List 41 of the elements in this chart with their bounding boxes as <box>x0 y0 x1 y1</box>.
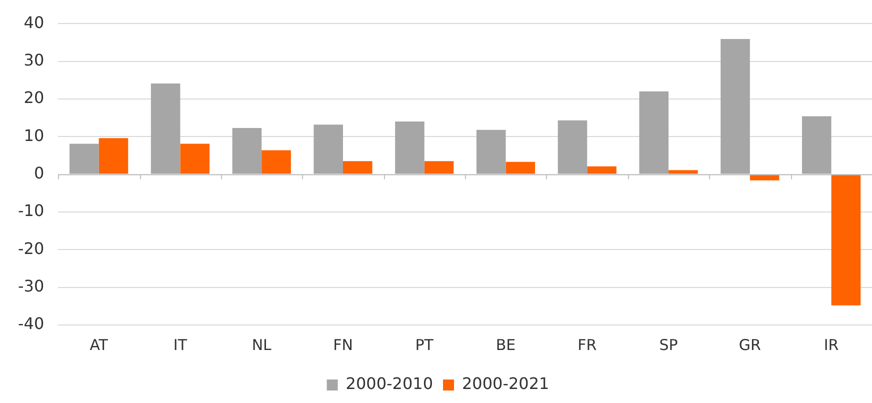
bar <box>476 130 506 174</box>
bar <box>831 174 861 306</box>
x-tick-label: NL <box>252 336 272 354</box>
y-tick-label: -30 <box>18 276 44 296</box>
x-tick-label: AT <box>90 336 109 354</box>
bar <box>639 91 669 174</box>
bar <box>262 150 291 174</box>
bar <box>506 162 536 174</box>
bar <box>750 174 780 180</box>
x-tick-label: GR <box>738 336 761 354</box>
x-tick-label: FR <box>578 336 597 354</box>
legend-label: 2000-2021 <box>462 374 550 394</box>
bar <box>587 166 616 174</box>
bar <box>180 144 210 174</box>
y-tick-label: 10 <box>24 126 44 145</box>
bar <box>70 144 99 174</box>
bar <box>150 84 180 174</box>
bar <box>342 161 372 174</box>
bar <box>668 170 698 174</box>
y-tick-label: 20 <box>24 88 44 108</box>
bar <box>720 39 750 174</box>
y-tick-label: -10 <box>18 201 44 220</box>
bar <box>395 122 424 174</box>
y-tick-label: -40 <box>18 314 44 334</box>
x-tick-label: SP <box>659 336 678 354</box>
x-tick-label: IR <box>824 336 839 354</box>
x-tick-label: FN <box>333 336 353 354</box>
bar <box>98 138 128 174</box>
y-tick-label: 0 <box>34 163 44 182</box>
y-tick-label: 40 <box>24 12 44 32</box>
x-tick-label: IT <box>173 336 188 354</box>
bar <box>314 124 343 174</box>
x-tick-label: BE <box>496 336 516 354</box>
bar <box>558 120 588 174</box>
y-tick-label: -20 <box>18 238 44 258</box>
bar <box>802 116 832 174</box>
x-tick-label: PT <box>415 336 434 354</box>
y-tick-label: 30 <box>24 50 44 70</box>
bar <box>232 128 262 174</box>
bar <box>424 161 454 174</box>
legend-label: 2000-2010 <box>346 374 434 394</box>
